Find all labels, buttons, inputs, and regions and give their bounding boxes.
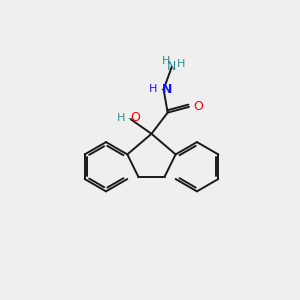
Text: O: O	[130, 112, 140, 124]
Text: -: -	[160, 83, 165, 96]
Text: H: H	[149, 84, 157, 94]
Text: N: N	[162, 83, 172, 96]
Text: O: O	[193, 100, 203, 113]
Text: H: H	[117, 113, 126, 123]
Text: H: H	[162, 56, 171, 66]
Text: H: H	[177, 59, 185, 69]
Text: -: -	[128, 112, 132, 125]
Text: N: N	[167, 60, 176, 73]
